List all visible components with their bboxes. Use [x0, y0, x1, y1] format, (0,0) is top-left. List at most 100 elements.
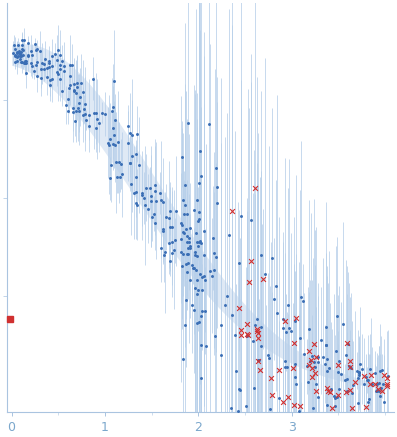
Point — [71, 81, 77, 88]
Point — [254, 316, 260, 323]
Point — [71, 87, 78, 94]
Point — [40, 66, 47, 73]
Point — [181, 229, 188, 236]
Point — [82, 100, 88, 107]
Point — [143, 184, 149, 191]
Point — [46, 63, 52, 70]
Point — [195, 243, 201, 250]
Point — [228, 207, 235, 214]
Point — [343, 340, 350, 347]
Point — [199, 287, 205, 294]
Point — [185, 245, 191, 252]
Point — [14, 49, 21, 55]
Point — [195, 217, 201, 224]
Point — [322, 342, 329, 349]
Point — [18, 49, 25, 56]
Point — [280, 316, 287, 323]
Point — [227, 405, 234, 412]
Point — [336, 385, 343, 392]
Point — [21, 59, 27, 66]
Point — [349, 390, 355, 397]
Point — [107, 175, 113, 182]
Point — [182, 181, 188, 188]
Point — [59, 87, 66, 94]
Point — [128, 180, 135, 187]
Point — [358, 366, 365, 373]
Point — [378, 385, 385, 392]
Point — [235, 260, 242, 267]
Point — [324, 355, 331, 362]
Point — [247, 217, 254, 224]
Point — [232, 331, 239, 338]
Point — [177, 236, 184, 243]
Point — [183, 296, 189, 303]
Point — [266, 354, 273, 361]
Point — [374, 381, 380, 388]
Point — [166, 214, 172, 221]
Point — [198, 172, 204, 179]
Point — [194, 276, 200, 283]
Point — [65, 108, 71, 114]
Point — [108, 162, 114, 169]
Point — [292, 361, 298, 368]
Point — [184, 238, 191, 245]
Point — [198, 240, 204, 247]
Point — [384, 374, 390, 381]
Point — [334, 394, 340, 401]
Point — [384, 382, 391, 389]
Point — [368, 371, 374, 378]
Point — [19, 59, 26, 66]
Point — [193, 253, 200, 260]
Point — [322, 361, 328, 368]
Point — [161, 251, 167, 258]
Point — [22, 58, 28, 65]
Point — [54, 70, 61, 77]
Point — [283, 329, 289, 336]
Point — [12, 59, 19, 66]
Point — [134, 201, 141, 208]
Point — [301, 351, 307, 358]
Point — [255, 356, 262, 363]
Point — [57, 76, 63, 83]
Point — [32, 47, 39, 54]
Point — [298, 431, 304, 437]
Point — [262, 270, 269, 277]
Point — [179, 250, 186, 257]
Point — [34, 59, 40, 66]
Point — [17, 58, 24, 65]
Point — [324, 368, 330, 375]
Point — [119, 171, 125, 178]
Point — [285, 394, 291, 401]
Point — [297, 334, 303, 341]
Point — [147, 185, 153, 192]
Point — [339, 320, 346, 327]
Point — [27, 47, 34, 54]
Point — [198, 375, 204, 382]
Point — [190, 264, 196, 271]
Point — [114, 173, 121, 180]
Point — [28, 63, 35, 70]
Point — [308, 374, 315, 381]
Point — [201, 272, 207, 279]
Point — [251, 384, 258, 391]
Point — [112, 116, 118, 123]
Point — [269, 255, 276, 262]
Point — [315, 393, 321, 400]
Point — [172, 237, 178, 244]
Point — [184, 269, 190, 276]
Point — [352, 378, 358, 385]
Point — [282, 363, 288, 370]
Point — [158, 196, 164, 203]
Point — [46, 59, 52, 66]
Point — [293, 381, 300, 388]
Point — [238, 327, 245, 334]
Point — [350, 381, 356, 388]
Point — [248, 258, 254, 265]
Point — [282, 357, 288, 364]
Point — [112, 141, 119, 148]
Point — [198, 307, 205, 314]
Point — [214, 184, 220, 191]
Point — [37, 48, 43, 55]
Point — [202, 277, 208, 284]
Point — [193, 239, 200, 246]
